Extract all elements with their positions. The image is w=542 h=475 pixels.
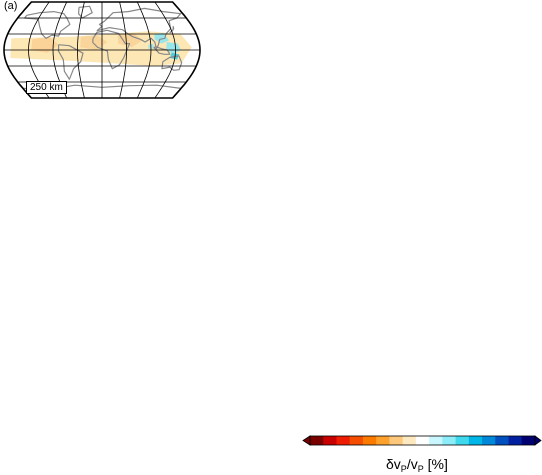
world-map [3, 1, 201, 99]
colorbar-segment [482, 436, 496, 445]
colorbar-max-arrow [534, 435, 542, 446]
colorbar-segment [402, 436, 417, 445]
colorbar-label-prefix: δv [386, 456, 401, 472]
colorbar-label-suffix: [%] [423, 456, 448, 472]
colorbar-segment [508, 436, 523, 445]
colorbar-segment [521, 436, 536, 445]
coastline-path [24, 11, 71, 39]
anomaly-patch [117, 32, 143, 48]
colorbar-segment [415, 436, 430, 445]
anomaly-patch [80, 35, 108, 50]
colorbar-min-arrow [302, 435, 311, 446]
coastline-path [77, 5, 93, 19]
coastline-path [96, 7, 182, 50]
colorbar-segment [455, 436, 470, 445]
colorbar-label-sub2: P [417, 464, 424, 474]
colorbar-segment [442, 436, 456, 445]
anomaly-patch [31, 36, 59, 53]
colorbar-frame [309, 435, 536, 446]
colorbar-segment [376, 436, 390, 445]
colorbar-label-mid: /v [406, 456, 418, 472]
colorbar-segment [468, 436, 483, 445]
depth-label: 250 km [26, 81, 67, 94]
colorbar-segment [389, 436, 404, 445]
colorbar-segment [495, 436, 509, 445]
colorbar-segment [336, 436, 351, 445]
coastline-path [153, 46, 171, 55]
colorbar-segment [310, 436, 324, 445]
colorbar-segment [323, 436, 337, 445]
coastline-path [92, 29, 131, 70]
colorbar-segment [362, 436, 377, 445]
colorbar-label-sub1: P [400, 464, 407, 474]
coastline-path [57, 44, 84, 80]
colorbar-segment [429, 436, 443, 445]
colorbar-segment [349, 436, 364, 445]
anomaly-patch [166, 42, 181, 55]
colorbar [302, 435, 542, 446]
colorbar-label: δvP/vP [%] [386, 456, 448, 474]
panel-label: (a) [4, 0, 18, 12]
map-frame [3, 1, 201, 99]
